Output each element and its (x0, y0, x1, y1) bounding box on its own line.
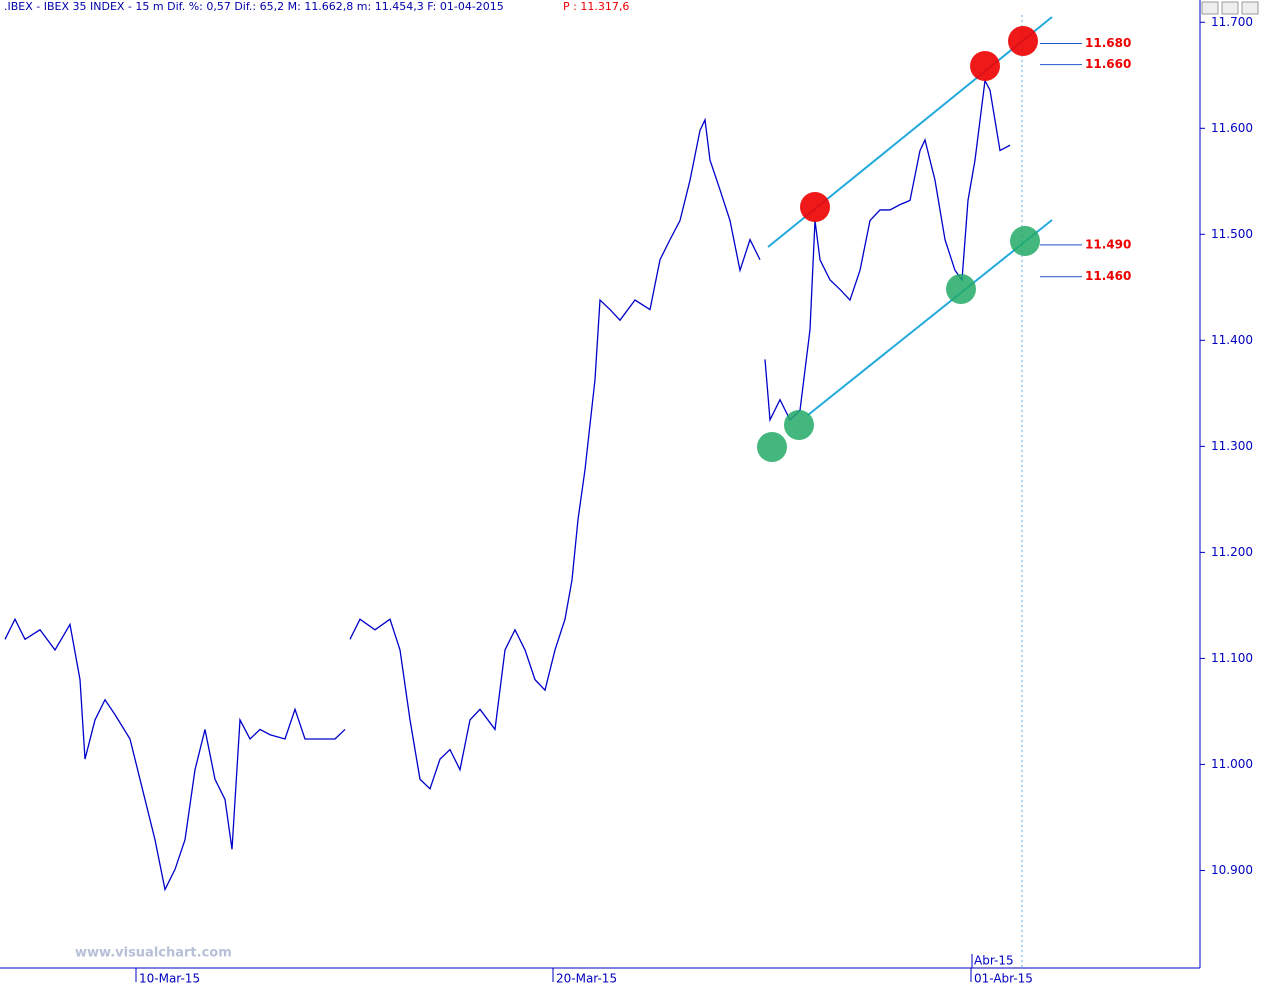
button[interactable] (1221, 1, 1239, 15)
button[interactable] (1241, 1, 1259, 15)
y-tick-label: 11.100 (1211, 651, 1253, 665)
channel-lower (807, 219, 1053, 416)
level-label: 11.660 (1085, 57, 1131, 71)
level-label: 11.490 (1085, 237, 1131, 251)
y-tick-label: 11.300 (1211, 439, 1253, 453)
level-label: 11.460 (1085, 269, 1131, 283)
high-marker (1008, 26, 1038, 56)
watermark: www.visualchart.com (75, 946, 232, 961)
y-tick-label: 11.500 (1211, 227, 1253, 241)
y-tick-label: 11.600 (1211, 121, 1253, 135)
level-label: 11.680 (1085, 36, 1131, 50)
low-marker (784, 410, 814, 440)
low-marker (946, 274, 976, 304)
toolbar (1201, 1, 1259, 15)
y-tick-label: 11.000 (1211, 757, 1253, 771)
last-price: P : 11.317,6 (563, 0, 629, 13)
button[interactable] (1201, 1, 1219, 15)
x-tick-label: Abr-15 (974, 954, 1014, 968)
low-marker (1010, 226, 1040, 256)
x-tick-label: 10-Mar-15 (139, 972, 200, 986)
x-tick-label: 20-Mar-15 (556, 972, 617, 986)
y-tick-label: 11.400 (1211, 333, 1253, 347)
x-tick-label: 01-Abr-15 (974, 972, 1033, 986)
header: .IBEX - IBEX 35 INDEX - 15 m Dif. %: 0,5… (4, 0, 504, 13)
high-marker (800, 192, 830, 222)
high-marker (970, 51, 1000, 81)
y-tick-label: 11.200 (1211, 545, 1253, 559)
low-marker (757, 432, 787, 462)
markers (757, 26, 1040, 462)
price-line (4, 78, 1011, 892)
y-tick-label: 10.900 (1211, 863, 1253, 877)
y-tick-label: 11.700 (1211, 15, 1253, 29)
